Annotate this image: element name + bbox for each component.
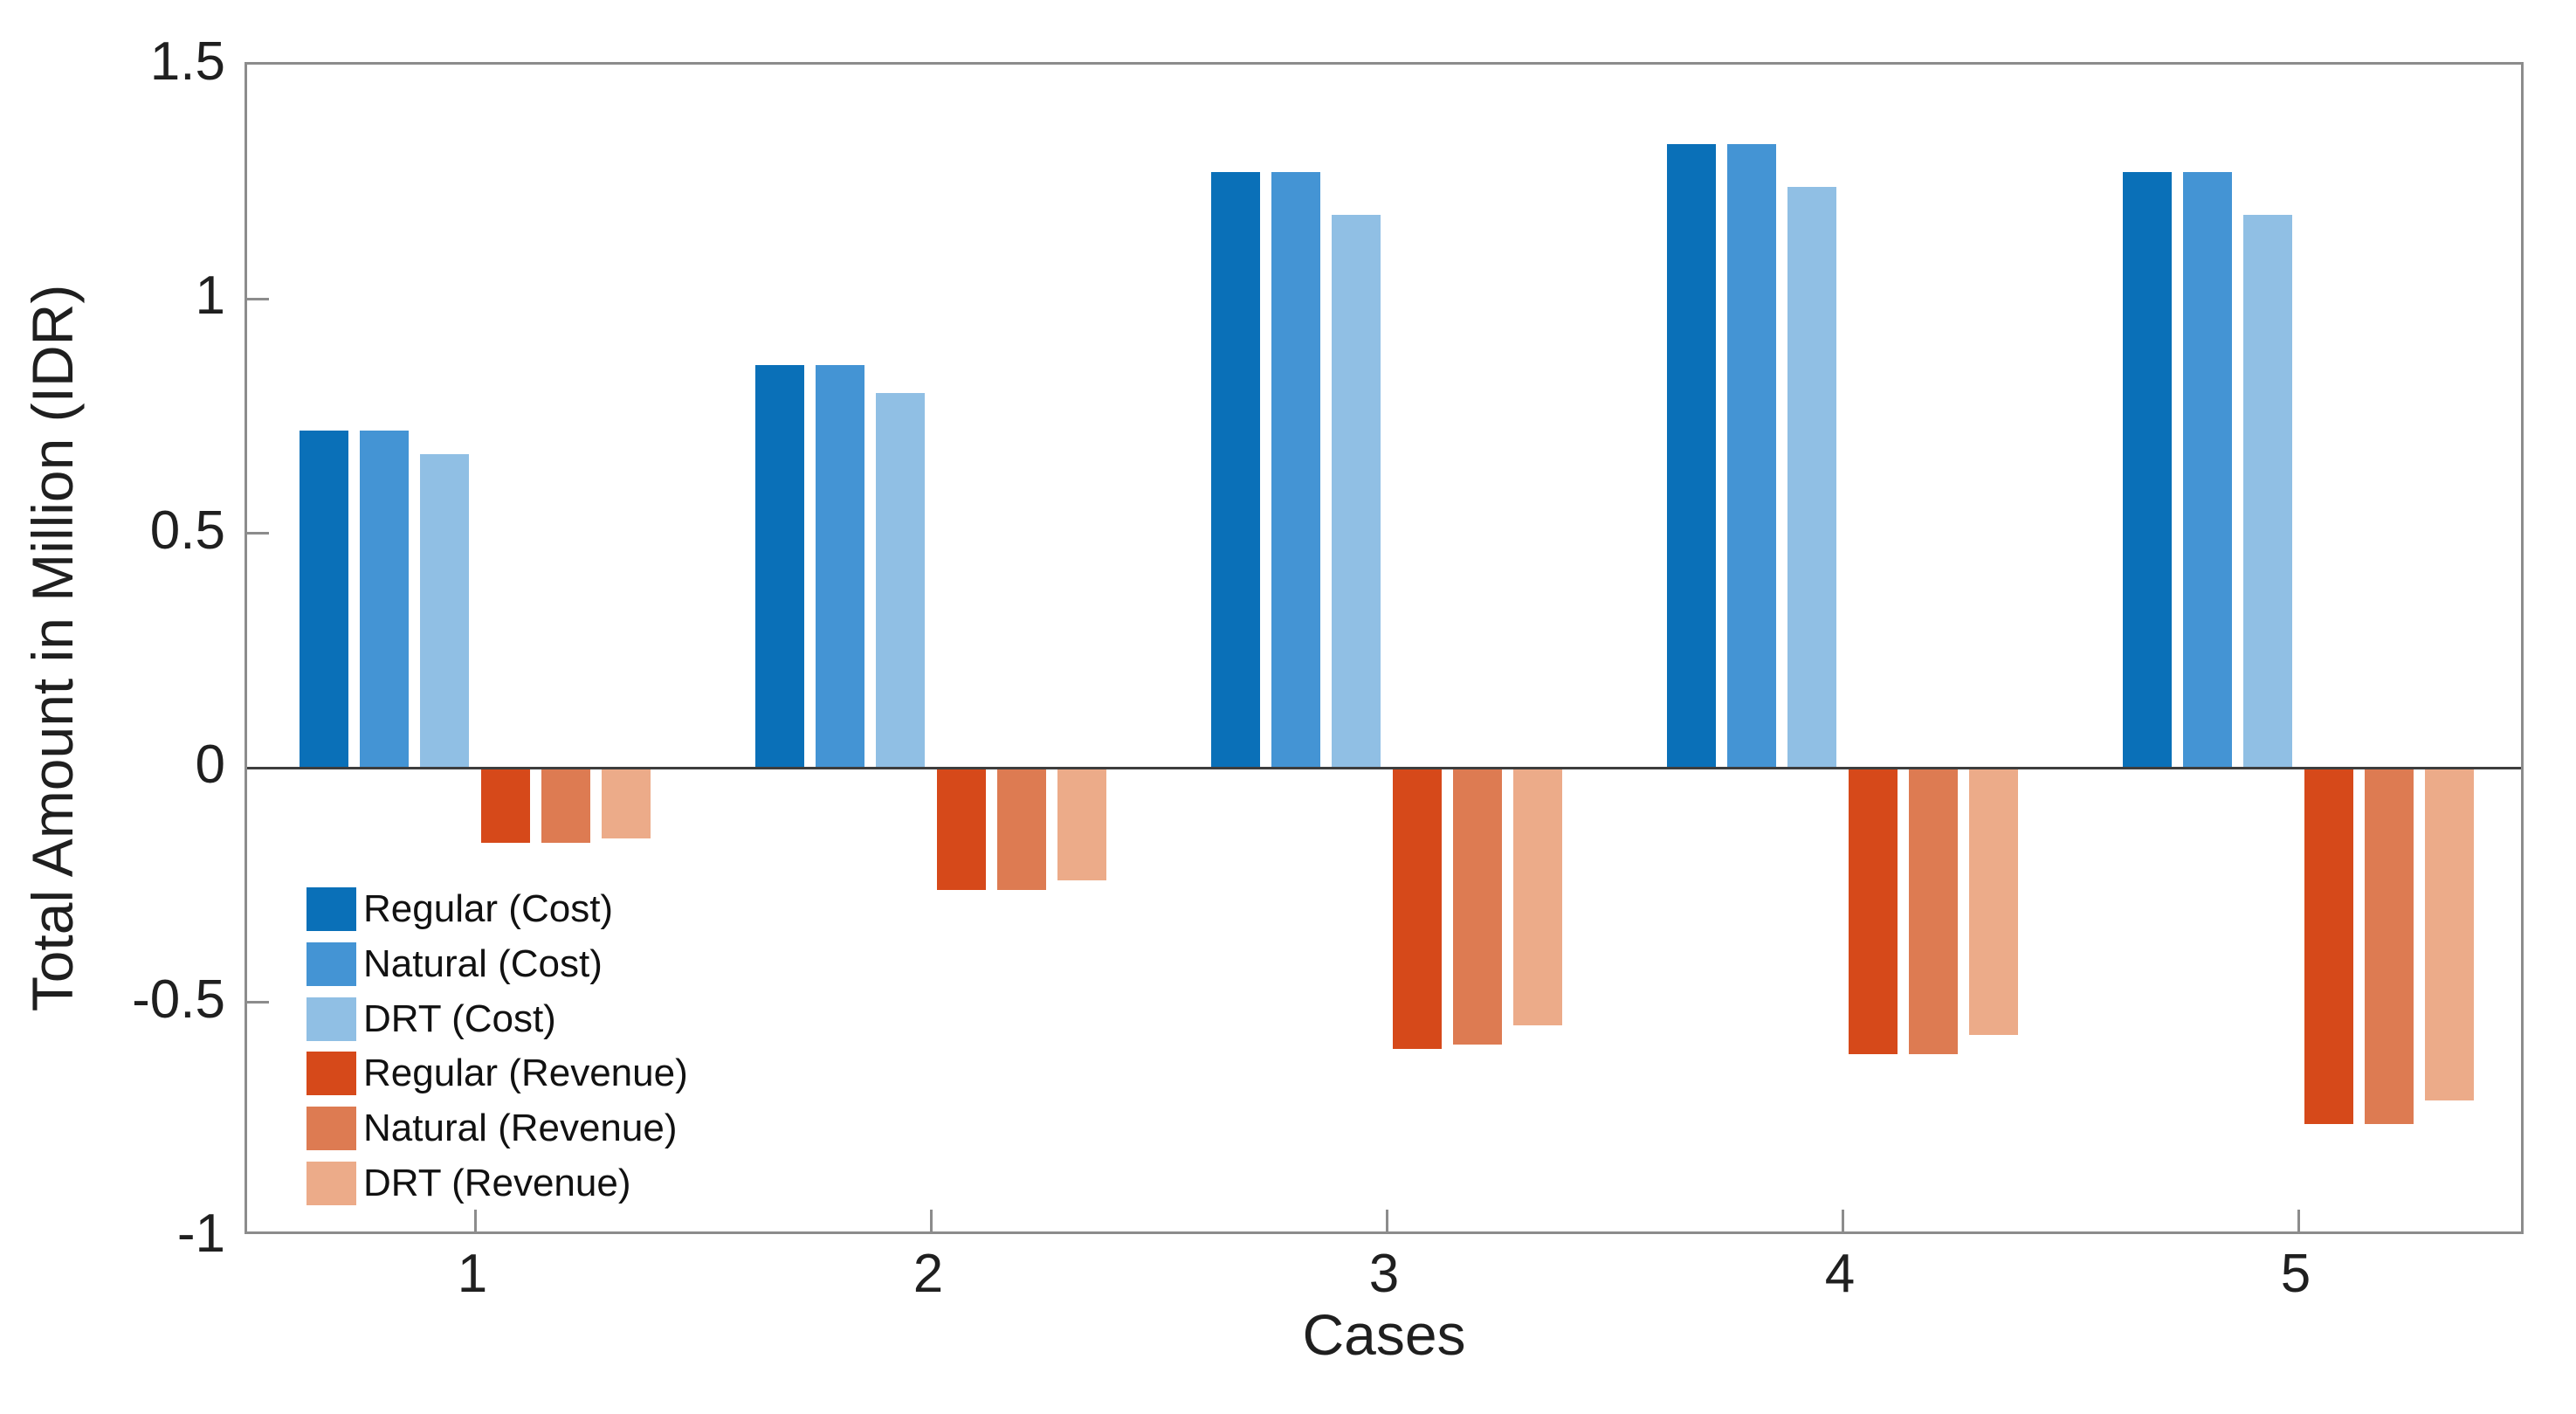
legend-swatch-3 [307, 997, 356, 1041]
bar-drt-cost-case-1 [420, 453, 470, 769]
x-tick-label: 4 [1824, 1244, 1856, 1304]
bar-natural-cost-case-1 [360, 430, 410, 769]
bar-regular-cost-case-1 [300, 430, 348, 769]
y-tick-label: 1 [195, 266, 225, 327]
bar-natural-revenue-case-1 [541, 768, 590, 844]
legend-swatch-5 [307, 1107, 356, 1151]
y-tick-label: 1.5 [149, 31, 225, 92]
bar-drt-revenue-case-2 [1057, 768, 1106, 881]
y-tick [247, 297, 269, 300]
legend-label: Natural (Revenue) [363, 1107, 678, 1150]
legend-swatch-4 [307, 1052, 356, 1096]
y-tick [247, 1001, 269, 1004]
x-tick [473, 1210, 477, 1231]
bar-natural-cost-case-2 [816, 364, 865, 769]
bar-regular-cost-case-5 [2123, 172, 2172, 769]
bar-regular-cost-case-3 [1211, 172, 1260, 769]
bar-natural-revenue-case-3 [1452, 768, 1502, 1045]
bar-regular-revenue-case-2 [936, 768, 986, 890]
bar-drt-revenue-case-3 [1513, 768, 1562, 1026]
bar-drt-revenue-case-4 [1969, 768, 2018, 1036]
bar-regular-revenue-case-4 [1848, 768, 1898, 1054]
x-tick-label: 5 [2280, 1244, 2311, 1304]
bar-regular-revenue-case-3 [1392, 768, 1442, 1050]
x-tick-label: 3 [1368, 1244, 1400, 1304]
bar-drt-cost-case-2 [876, 392, 926, 769]
bar-drt-cost-case-4 [1787, 186, 1837, 769]
legend-label: DRT (Revenue) [363, 1162, 631, 1204]
y-axis-label: Total Amount in Million (IDR) [20, 284, 85, 1012]
x-tick-label: 2 [913, 1244, 944, 1304]
legend-label: DRT (Cost) [363, 997, 556, 1040]
y-tick [247, 532, 269, 535]
bar-drt-revenue-case-1 [602, 768, 651, 838]
bar-regular-revenue-case-1 [480, 768, 530, 844]
plot-area: Regular (Cost) Natural (Cost) DRT (Cost) Re… [245, 62, 2524, 1234]
y-tick-label: 0.5 [149, 500, 225, 561]
bar-natural-revenue-case-5 [2364, 768, 2414, 1125]
x-tick-label: 1 [457, 1244, 488, 1304]
x-axis-label: Cases [1302, 1302, 1466, 1367]
legend-swatch-1 [307, 887, 356, 931]
y-tick-label: -1 [176, 1204, 225, 1264]
x-tick [2297, 1210, 2300, 1231]
zero-baseline [247, 766, 2521, 769]
legend-swatch-2 [307, 942, 356, 986]
legend-label: Regular (Cost) [363, 887, 614, 930]
bar-natural-cost-case-4 [1727, 144, 1777, 769]
x-tick [929, 1210, 933, 1231]
bar-regular-cost-case-4 [1667, 144, 1716, 769]
y-tick-label: -0.5 [132, 969, 225, 1030]
x-tick [1841, 1210, 1844, 1231]
legend-label: Regular (Revenue) [363, 1052, 688, 1095]
bar-natural-cost-case-5 [2183, 172, 2233, 769]
bar-drt-cost-case-3 [1332, 214, 1381, 769]
legend-swatch-6 [307, 1162, 356, 1205]
bar-regular-cost-case-2 [755, 364, 804, 769]
y-tick-label: 0 [195, 735, 225, 796]
bar-regular-revenue-case-5 [2304, 768, 2353, 1125]
bar-natural-cost-case-3 [1271, 172, 1321, 769]
legend-label: Natural (Cost) [363, 942, 603, 985]
x-tick [1385, 1210, 1388, 1231]
bar-natural-revenue-case-2 [996, 768, 1046, 890]
bar-natural-revenue-case-4 [1908, 768, 1958, 1054]
bar-drt-cost-case-5 [2243, 214, 2293, 769]
bar-drt-revenue-case-5 [2425, 768, 2474, 1101]
